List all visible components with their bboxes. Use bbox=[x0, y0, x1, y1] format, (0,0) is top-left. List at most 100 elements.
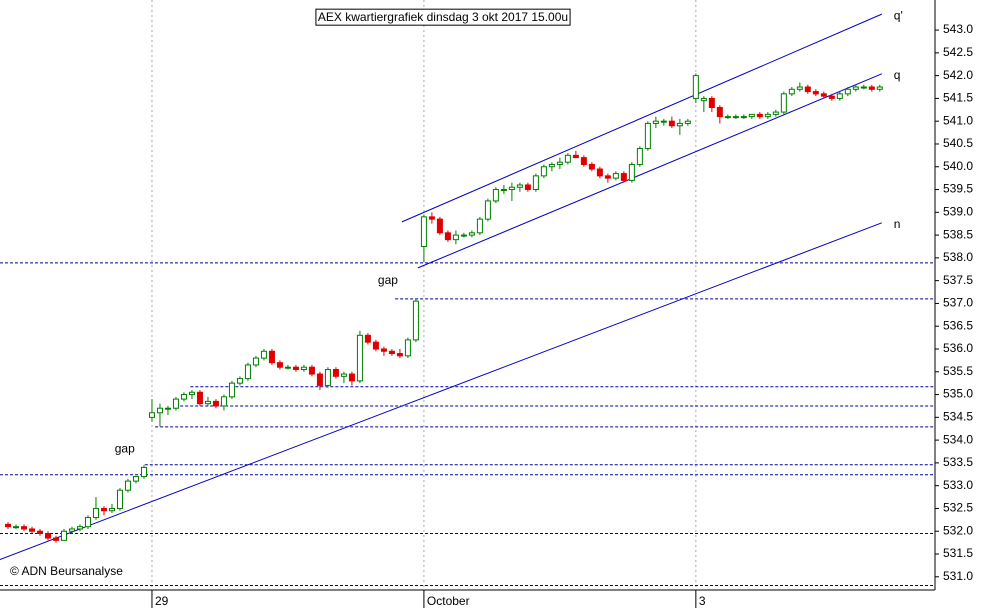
candle-body bbox=[804, 86, 811, 93]
candle-body bbox=[780, 93, 787, 113]
candle-body bbox=[596, 168, 603, 177]
candle-body bbox=[820, 93, 827, 97]
candle-body bbox=[260, 350, 267, 359]
y-tick-label: 538.0 bbox=[943, 250, 973, 264]
candle-body bbox=[748, 113, 755, 118]
candle-body bbox=[732, 116, 739, 119]
y-tick-label: 541.0 bbox=[943, 113, 973, 127]
y-tick-label: 542.0 bbox=[943, 68, 973, 82]
candle-body bbox=[140, 466, 147, 478]
candle-body bbox=[84, 517, 91, 528]
y-tick-label: 533.0 bbox=[943, 478, 973, 492]
y-tick-label: 531.0 bbox=[943, 569, 973, 583]
candle-body bbox=[148, 412, 155, 418]
candle-body bbox=[532, 175, 539, 191]
x-tick-label: 3 bbox=[699, 594, 706, 608]
candle-body bbox=[756, 113, 763, 118]
candle-body bbox=[868, 86, 875, 90]
y-tick-label: 531.5 bbox=[943, 546, 973, 560]
candle-body bbox=[380, 348, 387, 352]
trend-label: q bbox=[894, 68, 901, 82]
candle-body bbox=[876, 86, 883, 90]
candle-body bbox=[244, 364, 251, 380]
candle-body bbox=[708, 97, 715, 109]
candle-body bbox=[460, 234, 467, 237]
trend-line bbox=[0, 222, 882, 560]
candle-body bbox=[676, 122, 683, 127]
candle-body bbox=[580, 157, 587, 165]
candle-body bbox=[300, 366, 307, 370]
y-tick-label: 535.5 bbox=[943, 364, 973, 378]
trend-label: q' bbox=[894, 8, 903, 22]
candle-body bbox=[668, 120, 675, 127]
candle-body bbox=[852, 86, 859, 90]
annotation: gap bbox=[378, 273, 398, 287]
candle-body bbox=[404, 339, 411, 357]
candle-body bbox=[196, 391, 203, 405]
candle-body bbox=[236, 378, 243, 384]
candle-body bbox=[812, 91, 819, 95]
candle-body bbox=[372, 341, 379, 350]
candle-body bbox=[772, 111, 779, 115]
y-tick-label: 543.0 bbox=[943, 22, 973, 36]
candle-body bbox=[628, 163, 635, 181]
chart-title: AEX kwartiergrafiek dinsdag 3 okt 2017 1… bbox=[318, 10, 568, 24]
candle-body bbox=[724, 116, 731, 119]
candle-body bbox=[68, 528, 75, 532]
candle-body bbox=[308, 366, 315, 375]
y-tick-label: 537.0 bbox=[943, 296, 973, 310]
candle-body bbox=[284, 366, 291, 369]
candle-body bbox=[764, 113, 771, 118]
candle-body bbox=[228, 382, 235, 398]
trend-label: n bbox=[894, 217, 901, 231]
candle-body bbox=[644, 122, 651, 150]
y-tick-label: 532.5 bbox=[943, 501, 973, 515]
title-box bbox=[315, 8, 571, 26]
candle-body bbox=[340, 373, 347, 377]
candle-body bbox=[364, 334, 371, 343]
candle-body bbox=[172, 398, 179, 409]
candle-body bbox=[860, 86, 867, 89]
y-tick-label: 536.5 bbox=[943, 318, 973, 332]
candle-body bbox=[444, 232, 451, 241]
candle-body bbox=[180, 394, 187, 400]
candle-body bbox=[132, 476, 139, 482]
trend-line bbox=[401, 13, 883, 223]
plot-area bbox=[0, 0, 935, 590]
candle-body bbox=[116, 489, 123, 509]
y-tick-label: 532.0 bbox=[943, 523, 973, 537]
candle-body bbox=[620, 173, 627, 181]
y-tick-label: 533.5 bbox=[943, 455, 973, 469]
candle-body bbox=[156, 407, 163, 414]
trend-line bbox=[417, 73, 883, 269]
candle-body bbox=[356, 334, 363, 382]
candle-body bbox=[788, 88, 795, 95]
candle-body bbox=[636, 148, 643, 165]
candle-body bbox=[44, 533, 51, 539]
candle-body bbox=[692, 75, 699, 99]
y-tick-label: 538.5 bbox=[943, 227, 973, 241]
y-tick-label: 537.5 bbox=[943, 273, 973, 287]
candle-body bbox=[476, 218, 483, 234]
candle-body bbox=[412, 300, 419, 341]
candle-body bbox=[164, 407, 171, 410]
candle-body bbox=[348, 373, 355, 382]
candle-body bbox=[652, 120, 659, 124]
candle-body bbox=[500, 189, 507, 192]
candle-body bbox=[428, 216, 435, 220]
candle-body bbox=[452, 234, 459, 241]
candle-body bbox=[188, 391, 195, 396]
candle-body bbox=[508, 186, 515, 191]
candle-body bbox=[204, 400, 211, 405]
y-tick-label: 539.0 bbox=[943, 204, 973, 218]
y-tick-label: 536.0 bbox=[943, 341, 973, 355]
credit: © ADN Beursanalyse bbox=[10, 564, 123, 578]
candle-body bbox=[484, 200, 491, 220]
y-tick-label: 540.5 bbox=[943, 136, 973, 150]
candle-body bbox=[572, 154, 579, 159]
annotation: gap bbox=[115, 441, 135, 455]
y-tick-label: 540.0 bbox=[943, 159, 973, 173]
candle-body bbox=[540, 166, 547, 177]
y-tick-label: 534.5 bbox=[943, 410, 973, 424]
